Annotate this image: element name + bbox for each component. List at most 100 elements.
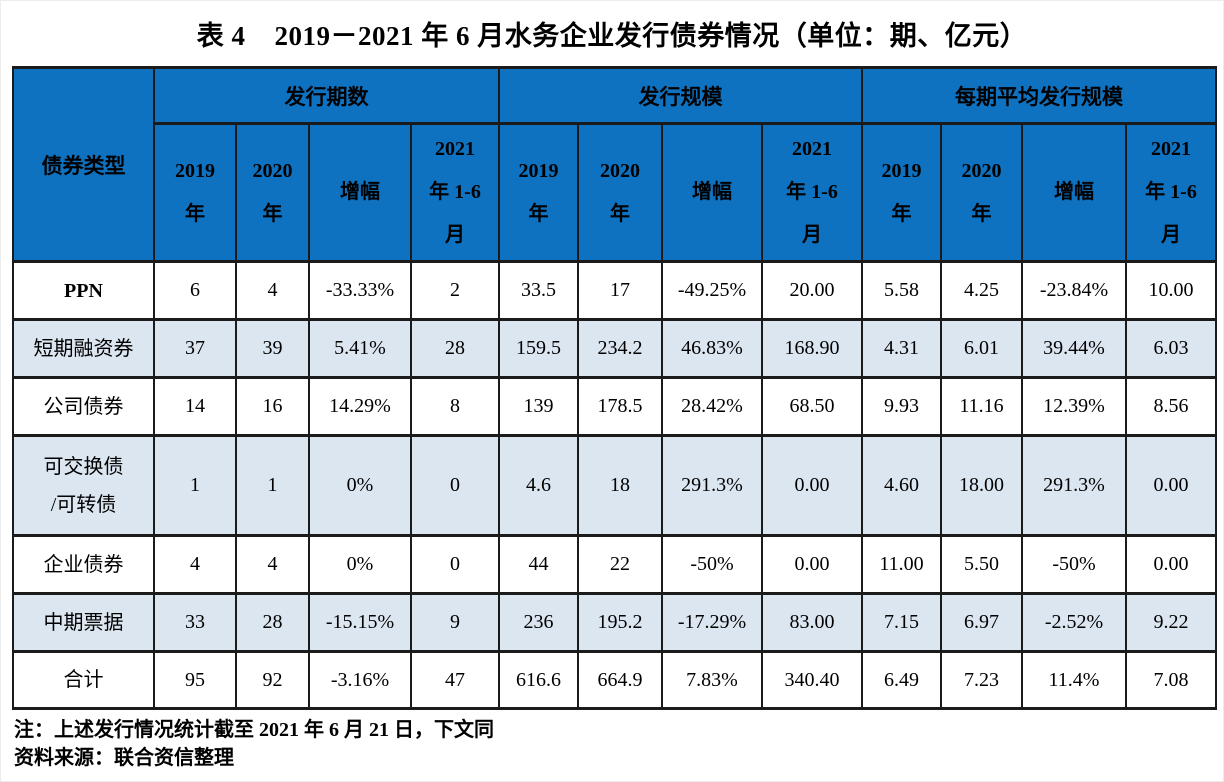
cell-value: 9.93	[861, 376, 942, 437]
table-header: 债券类型 发行期数 发行规模 每期平均发行规模 2019 年 2020 年 增幅…	[12, 66, 1217, 263]
cell-value: 340.40	[761, 650, 863, 710]
cell-value: -49.25%	[661, 260, 763, 321]
row-label: 公司债券	[12, 376, 155, 437]
cell-value: 195.2	[577, 592, 663, 653]
cell-value: -17.29%	[661, 592, 763, 653]
cell-value: 8	[410, 376, 500, 437]
cell-value: 4.25	[940, 260, 1023, 321]
subcol-scale-2021h1: 2021 年 1-6 月	[761, 122, 863, 263]
cell-value: -33.33%	[308, 260, 412, 321]
table-row: 中期票据 33 28 -15.15% 9 236 195.2 -17.29% 83.00 7.15…	[12, 592, 1217, 653]
note-line-1: 注：上述发行情况统计截至 2021 年 6 月 21 日，下文同	[14, 719, 494, 741]
cell-value: -50%	[1021, 534, 1127, 595]
subcol-scale-2019: 2019 年	[498, 122, 579, 263]
cell-value: 7.83%	[661, 650, 763, 710]
cell-value: 83.00	[761, 592, 863, 653]
cell-value: 1	[235, 434, 310, 537]
header-group-row: 债券类型 发行期数 发行规模 每期平均发行规模	[12, 66, 1217, 263]
cell-value: 7.23	[940, 650, 1023, 710]
table-row: 公司债券 14 16 14.29% 8 139 178.5 28.42% 68.50 9.93 11…	[12, 376, 1217, 437]
cell-value: 11.00	[861, 534, 942, 595]
cell-value: 39.44%	[1021, 318, 1127, 379]
cell-value: 139	[498, 376, 579, 437]
cell-value: 28	[235, 592, 310, 653]
cell-value: 4	[153, 534, 237, 595]
cell-value: 5.50	[940, 534, 1023, 595]
table-row: 可交换债 /可转债 1 1 0% 0 4.6 18 291.3% 0.00 4.60 18.00 29…	[12, 434, 1217, 537]
subcol-avg-2021h1: 2021 年 1-6 月	[1125, 122, 1217, 263]
cell-value: 0.00	[1125, 534, 1217, 595]
cell-value: 1	[153, 434, 237, 537]
cell-value: -50%	[661, 534, 763, 595]
cell-value: 159.5	[498, 318, 579, 379]
col-header-bond-type: 债券类型	[12, 66, 155, 263]
cell-value: 28	[410, 318, 500, 379]
cell-value: 18.00	[940, 434, 1023, 537]
cell-value: 664.9	[577, 650, 663, 710]
cell-value: 234.2	[577, 318, 663, 379]
cell-value: 12.39%	[1021, 376, 1127, 437]
cell-value: 11.4%	[1021, 650, 1127, 710]
note-line-2: 资料来源：联合资信整理	[14, 746, 234, 769]
cell-value: 37	[153, 318, 237, 379]
cell-value: 6.49	[861, 650, 942, 710]
cell-value: 44	[498, 534, 579, 595]
cell-value: 22	[577, 534, 663, 595]
cell-value: -23.84%	[1021, 260, 1127, 321]
table-row: 企业债券 4 4 0% 0 44 22 -50% 0.00 11.00 5.50 -50% 0.00	[12, 534, 1217, 595]
cell-value: 6.01	[940, 318, 1023, 379]
cell-value: 236	[498, 592, 579, 653]
cell-value: 6.03	[1125, 318, 1217, 379]
cell-value: 0	[410, 534, 500, 595]
cell-value: 39	[235, 318, 310, 379]
table-body: PPN 6 4 -33.33% 2 33.5 17 -49.25% 20.00 5.58 4.25-…	[12, 260, 1217, 710]
subcol-count-2021h1: 2021 年 1-6 月	[410, 122, 500, 263]
cell-value: 291.3%	[661, 434, 763, 537]
cell-value: 616.6	[498, 650, 579, 710]
col-group-issue-count: 发行期数	[153, 66, 500, 125]
row-label: 企业债券	[12, 534, 155, 595]
subcol-count-2020: 2020 年	[235, 122, 310, 263]
cell-value: 11.16	[940, 376, 1023, 437]
cell-value: 291.3%	[1021, 434, 1127, 537]
row-label: 合计	[12, 650, 155, 710]
table-row: 合计 95 92 -3.16% 47 616.6 664.9 7.83% 340.40 6.49 7…	[12, 650, 1217, 710]
cell-value: 33.5	[498, 260, 579, 321]
cell-value: 46.83%	[661, 318, 763, 379]
cell-value: 47	[410, 650, 500, 710]
cell-value: 9.22	[1125, 592, 1217, 653]
subcol-scale-2020: 2020 年	[577, 122, 663, 263]
cell-value: 20.00	[761, 260, 863, 321]
col-group-issue-scale: 发行规模	[498, 66, 863, 125]
cell-value: 14.29%	[308, 376, 412, 437]
cell-value: 8.56	[1125, 376, 1217, 437]
table-title: 表 4 2019－2021 年 6 月水务企业发行债券情况（单位：期、亿元）	[196, 21, 1028, 51]
cell-value: 0%	[308, 434, 412, 537]
cell-value: 68.50	[761, 376, 863, 437]
cell-value: 4	[235, 260, 310, 321]
cell-value: 4.31	[861, 318, 942, 379]
table-row: 短期融资券 37 39 5.41% 28 159.5 234.2 46.83% 168.90 4.…	[12, 318, 1217, 379]
cell-value: 4	[235, 534, 310, 595]
cell-value: 92	[235, 650, 310, 710]
cell-value: 6.97	[940, 592, 1023, 653]
subcol-scale-growth: 增幅	[661, 122, 763, 263]
row-label: 中期票据	[12, 592, 155, 653]
cell-value: 18	[577, 434, 663, 537]
cell-value: 10.00	[1125, 260, 1217, 321]
cell-value: -15.15%	[308, 592, 412, 653]
header-sub-row: 2019 年 2020 年 增幅 2021 年 1-6 月 2019 年 202…	[13, 122, 1217, 263]
cell-value: 4.6	[498, 434, 579, 537]
cell-value: 95	[153, 650, 237, 710]
subcol-avg-growth: 增幅	[1021, 122, 1127, 263]
row-label: 短期融资券	[12, 318, 155, 379]
cell-value: 4.60	[861, 434, 942, 537]
cell-value: 28.42%	[661, 376, 763, 437]
cell-value: 0	[410, 434, 500, 537]
row-label: 可交换债 /可转债	[12, 434, 155, 537]
cell-value: 9	[410, 592, 500, 653]
subcol-avg-2019: 2019 年	[861, 122, 942, 263]
subcol-count-growth: 增幅	[308, 122, 412, 263]
table-notes: 注：上述发行情况统计截至 2021 年 6 月 21 日，下文同 资料来源：联合…	[14, 717, 1223, 772]
